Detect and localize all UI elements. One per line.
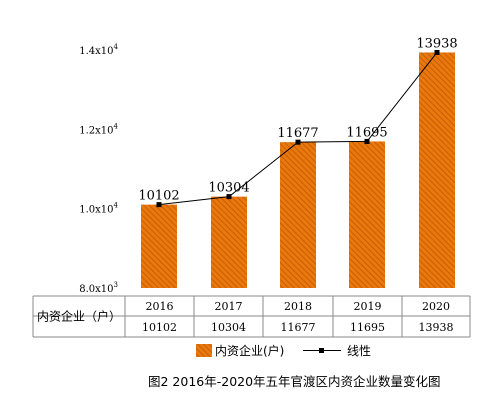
- table-value-cell: 11695: [350, 321, 385, 334]
- table-year-cell: 2019: [354, 300, 382, 313]
- line-point-2020: [434, 49, 440, 55]
- table-year-cell: 2020: [422, 300, 450, 313]
- y-tick-label: 1.4x104: [79, 43, 118, 57]
- data-label-2019: 11695: [346, 125, 387, 140]
- figure-caption: 图2 2016年-2020年五年官渡区内资企业数量变化图: [148, 374, 441, 389]
- data-table: 内资企业（户） 2016 10102 2017 10304 2018 11677 2019 11…: [32, 295, 471, 338]
- table-value-cell: 11677: [281, 321, 316, 334]
- data-label-2016: 10102: [138, 189, 179, 204]
- table-year-cell: 2016: [146, 300, 174, 313]
- legend: 内资企业(户) 线性: [196, 343, 371, 358]
- y-axis-ticks: 8.0x103 1.0x104 1.2x104 1.4x104: [79, 43, 118, 295]
- y-tick-label: 1.0x104: [79, 202, 118, 216]
- line-point-2017: [226, 194, 232, 200]
- legend-line-marker: [319, 348, 324, 353]
- legend-bar-swatch: [196, 344, 212, 357]
- bar-series: [141, 52, 455, 288]
- table-year-cell: 2018: [284, 300, 312, 313]
- data-label-2020: 13938: [416, 36, 457, 51]
- legend-bar-label: 内资企业(户): [215, 343, 284, 358]
- bar-2017: [211, 196, 247, 288]
- data-label-2017: 10304: [208, 181, 249, 196]
- legend-line-label: 线性: [347, 344, 371, 358]
- table-year-cell: 2017: [215, 300, 243, 313]
- data-label-2018: 11677: [277, 126, 318, 141]
- table-row-header: 内资企业（户）: [37, 309, 121, 324]
- y-tick-label: 8.0x103: [79, 281, 118, 295]
- line-point-2019: [364, 138, 370, 144]
- table-value-cell: 10102: [142, 321, 177, 334]
- table-value-cell: 10304: [211, 321, 246, 334]
- line-point-2016: [156, 202, 162, 208]
- line-point-2018: [295, 139, 301, 145]
- bar-2019: [349, 141, 385, 288]
- table-value-cell: 13938: [419, 321, 454, 334]
- data-labels: 10102 10304 11677 11695 13938: [138, 36, 457, 203]
- bar-2018: [280, 142, 316, 288]
- y-tick-label: 1.2x104: [79, 122, 118, 136]
- bar-2020: [419, 52, 455, 288]
- bar-2016: [141, 204, 177, 288]
- line-series: [156, 49, 440, 208]
